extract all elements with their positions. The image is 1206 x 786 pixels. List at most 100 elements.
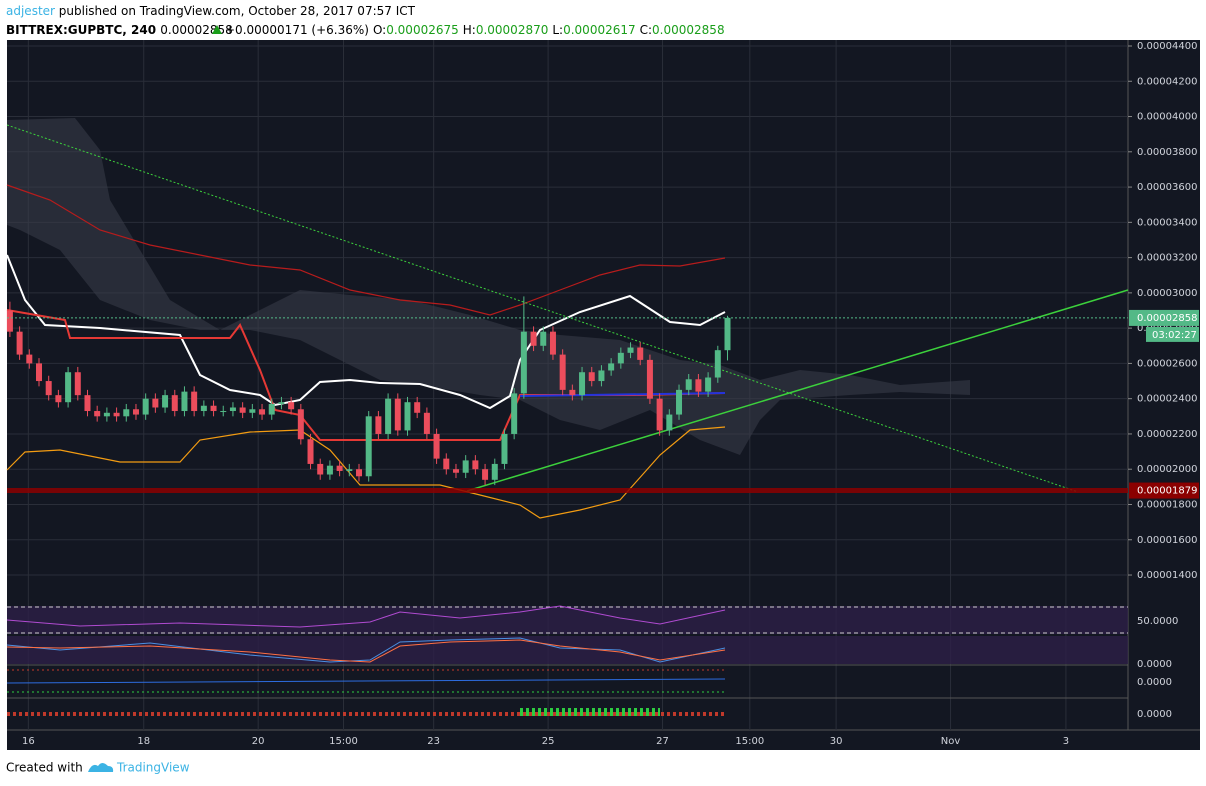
candle-body bbox=[685, 379, 692, 390]
candle-body bbox=[36, 363, 43, 382]
y-tick-label: 0.00003800 bbox=[1137, 147, 1197, 158]
candle-body bbox=[229, 407, 236, 412]
rsi-panel bbox=[7, 606, 1128, 634]
candle-body bbox=[16, 331, 23, 355]
change-line: +0.00000171 (+6.36%) O:0.00002675 H:0.0000… bbox=[225, 23, 725, 37]
y-tick-label: 0.00004000 bbox=[1137, 112, 1197, 123]
candle-body bbox=[55, 395, 62, 403]
candle-body bbox=[336, 465, 343, 471]
stoch-k bbox=[6, 637, 726, 663]
y-tick-label: 0.00002000 bbox=[1137, 464, 1197, 475]
price-label-box bbox=[1129, 309, 1199, 326]
candle-body bbox=[714, 350, 721, 378]
candle-body bbox=[84, 395, 91, 412]
candle-body bbox=[433, 433, 440, 459]
candle-body bbox=[249, 409, 256, 413]
y-tick-label: 0.00003000 bbox=[1137, 288, 1197, 299]
candle-body bbox=[676, 389, 683, 415]
candle-body bbox=[123, 409, 130, 417]
up-triangle bbox=[212, 25, 222, 34]
candle-body bbox=[385, 398, 392, 434]
candle-body bbox=[375, 416, 382, 434]
candle-body bbox=[559, 354, 566, 390]
candle-body bbox=[423, 412, 430, 434]
candle-body bbox=[307, 439, 314, 464]
candle-body bbox=[520, 331, 527, 394]
created-with: Created with bbox=[6, 761, 83, 775]
y-tick-label: 0.00002400 bbox=[1137, 394, 1197, 405]
candle-body bbox=[152, 398, 159, 408]
x-tick-label: 27 bbox=[656, 736, 669, 747]
x-tick-label: 16 bbox=[22, 736, 35, 747]
y-tick-label: 0.00001600 bbox=[1137, 535, 1197, 546]
candle-body bbox=[200, 405, 207, 412]
header-line: adjester published on TradingView.com, O… bbox=[6, 4, 416, 18]
candle-body bbox=[356, 469, 363, 477]
candle-body bbox=[365, 416, 372, 477]
candle-body bbox=[239, 407, 246, 413]
x-tick-label: 15:00 bbox=[329, 736, 358, 747]
countdown-box bbox=[1146, 326, 1199, 342]
candle-body bbox=[569, 389, 576, 396]
candle-body bbox=[540, 331, 547, 346]
y-tick-label: 0.00002600 bbox=[1137, 358, 1197, 369]
candle-body bbox=[297, 409, 304, 440]
x-tick-label: 3 bbox=[1063, 736, 1069, 747]
ohlc-key: O: bbox=[373, 23, 386, 37]
candle-body bbox=[579, 372, 586, 396]
ichimoku-cloud bbox=[7, 118, 970, 455]
x-tick-label: 15:00 bbox=[735, 736, 764, 747]
candle-body bbox=[326, 465, 333, 475]
y-tick-label: 0.00003600 bbox=[1137, 182, 1197, 193]
candle-body bbox=[220, 411, 227, 413]
candle-body bbox=[210, 405, 217, 412]
ohlc-key: C: bbox=[640, 23, 652, 37]
author[interactable]: adjester bbox=[6, 4, 55, 18]
symbol-line: BITTREX:GUPBTC, 240 0.00002858 bbox=[6, 23, 233, 37]
y-tick-label: 0.00001400 bbox=[1137, 570, 1197, 581]
candle-body bbox=[491, 463, 498, 480]
candle-body bbox=[637, 347, 644, 360]
tv-logo[interactable] bbox=[88, 763, 114, 772]
tv-brand[interactable]: TradingView bbox=[116, 761, 190, 775]
candle-body bbox=[724, 317, 731, 351]
candle-body bbox=[191, 391, 198, 412]
stoch-panel bbox=[7, 636, 1128, 664]
y-tick-label: 0.00004200 bbox=[1137, 76, 1197, 87]
candle-body bbox=[452, 469, 459, 473]
ohlc-value: 0.00002870 bbox=[476, 23, 549, 37]
candle-body bbox=[705, 377, 712, 392]
indicator-label: 0.0000 bbox=[1137, 709, 1172, 720]
x-tick-label: 25 bbox=[542, 736, 555, 747]
ohlc-key: L: bbox=[552, 23, 563, 37]
candle-body bbox=[414, 402, 421, 413]
kijun bbox=[519, 392, 726, 397]
candle-body bbox=[317, 463, 324, 475]
candle-body bbox=[627, 347, 634, 353]
last-price: 0.00002858 bbox=[160, 23, 233, 37]
candle-body bbox=[288, 402, 295, 410]
price-lines bbox=[7, 317, 1128, 494]
rsi-line bbox=[6, 605, 726, 628]
y-tick-label: 0.00003200 bbox=[1137, 253, 1197, 264]
countdown: 03:02:27 bbox=[1152, 330, 1197, 341]
ohlc-value: 0.00002617 bbox=[563, 23, 636, 37]
candle-body bbox=[501, 433, 508, 464]
y-tick-label: 0.00002200 bbox=[1137, 429, 1197, 440]
published: published on TradingView.com, October 28… bbox=[59, 4, 416, 18]
y-tick-label: 0.00001800 bbox=[1137, 499, 1197, 510]
candle-body bbox=[598, 370, 605, 382]
candle-body bbox=[65, 372, 72, 403]
indicator-label: 50.0000 bbox=[1137, 616, 1178, 627]
candle-body bbox=[608, 363, 615, 371]
candle-body bbox=[181, 391, 188, 412]
candle-body bbox=[113, 412, 120, 417]
candle-body bbox=[646, 359, 653, 399]
price-axis bbox=[1128, 40, 1200, 750]
candle-body bbox=[346, 469, 353, 471]
candle-body bbox=[278, 402, 285, 404]
candle-body bbox=[472, 460, 479, 470]
candle-body bbox=[462, 460, 469, 473]
candle-body bbox=[142, 398, 149, 415]
